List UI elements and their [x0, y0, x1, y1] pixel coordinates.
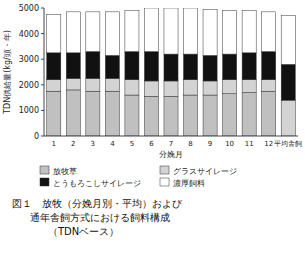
bar-segment [144, 81, 158, 96]
bar-segment [164, 96, 178, 136]
bar-segment [203, 55, 217, 81]
caption: （TDNベース） [48, 226, 119, 237]
x-tick-label: 11 [245, 140, 254, 148]
x-tick-label: 10 [225, 140, 234, 148]
bar-segment [86, 52, 100, 79]
bar-segment [184, 8, 198, 54]
bar-segment [242, 80, 256, 93]
legend-label: とうもろこしサイレージ [53, 179, 141, 188]
legend-swatch [160, 178, 169, 186]
x-tick-label: 3 [91, 140, 95, 148]
y-tick-label: 3000 [19, 55, 39, 64]
bar-segment [223, 94, 237, 136]
y-tick [41, 59, 44, 60]
bar-segment [203, 9, 217, 55]
bar-segment [105, 78, 119, 91]
bar-segment [203, 95, 217, 136]
bar-segment [164, 8, 178, 54]
bar-segment [144, 8, 158, 52]
bar-segment [66, 53, 80, 79]
bar-segment [47, 91, 61, 136]
bar-segment [242, 92, 256, 136]
y-tick-label: 5000 [19, 4, 39, 13]
x-tick-label: 12 [264, 140, 273, 148]
bar-segment [223, 11, 237, 55]
bar-segment [262, 12, 276, 52]
bar-segment [66, 12, 80, 53]
y-tick [41, 84, 44, 85]
bar-segment [184, 80, 198, 95]
legend-label: グラスサイレージ [173, 167, 237, 176]
legend: 放牧草 グラスサイレージとうもろこしサイレージ 濃厚飼料 [40, 166, 237, 188]
bar-segment [105, 55, 119, 78]
bar-segment [281, 100, 295, 136]
y-tick [41, 136, 44, 137]
bar-segment [47, 14, 61, 52]
bar-segment [281, 64, 295, 100]
bar-segment [125, 80, 139, 95]
bar-segment [86, 12, 100, 52]
bar-segment [144, 96, 158, 136]
x-tick-label: 1 [52, 140, 56, 148]
bar-segment [223, 80, 237, 94]
bar-segment [164, 54, 178, 81]
bar-segment [262, 80, 276, 92]
legend-swatch [40, 178, 49, 186]
bar-segment [125, 95, 139, 136]
bar-segment [223, 54, 237, 80]
x-tick-label: 4 [110, 140, 115, 148]
legend-swatch [40, 166, 49, 174]
y-tick [41, 33, 44, 34]
x-tick-label: 6 [149, 140, 154, 148]
bar-segment [105, 12, 119, 56]
bar-segment [125, 11, 139, 52]
legend-label: 濃厚飼料 [173, 179, 205, 188]
bars [47, 8, 296, 136]
y-tick-label: 0 [34, 132, 39, 141]
x-tick-label: 2 [71, 140, 75, 148]
bar-segment [184, 54, 198, 80]
y-tick [41, 8, 44, 9]
x-tick-label: 8 [188, 140, 192, 148]
bar-segment [47, 53, 61, 80]
y-axis [44, 8, 45, 136]
bar-segment [86, 78, 100, 91]
x-tick-label: 平均舎飼 [274, 140, 302, 148]
bar-segment [66, 78, 80, 90]
bar-segment [105, 91, 119, 136]
x-axis-label: 分娩月 [159, 150, 183, 159]
legend-swatch [160, 166, 169, 174]
bar-segment [125, 52, 139, 80]
bar-segment [242, 53, 256, 80]
legend-label: 放牧草 [53, 167, 77, 176]
y-tick-label: 1000 [19, 106, 39, 115]
x-tick-label: 9 [208, 140, 212, 148]
bar-segment [242, 11, 256, 53]
bar-segment [184, 95, 198, 136]
caption: 図１ 放牧（分娩月別・平均）および [12, 198, 183, 209]
y-axis-label: TDN供給量(kg/頭・年) [3, 30, 12, 115]
bar-segment [86, 91, 100, 136]
x-tick-label: 5 [130, 140, 134, 148]
bar-segment [164, 81, 178, 96]
x-tick-label: 7 [169, 140, 173, 148]
caption: 通年舎飼方式における飼料構成 [30, 212, 170, 223]
bar-segment [262, 91, 276, 136]
bar-segment [144, 52, 158, 81]
bar-segment [281, 16, 295, 65]
y-tick [41, 110, 44, 111]
chart: 010002000300040005000123456789101112平均舎飼… [0, 0, 305, 256]
y-tick-label: 2000 [19, 81, 39, 90]
y-tick-label: 4000 [19, 30, 39, 39]
bar-segment [203, 81, 217, 95]
x-axis [44, 136, 298, 137]
bar-segment [47, 80, 61, 92]
bar-segment [66, 90, 80, 136]
bar-segment [262, 52, 276, 80]
